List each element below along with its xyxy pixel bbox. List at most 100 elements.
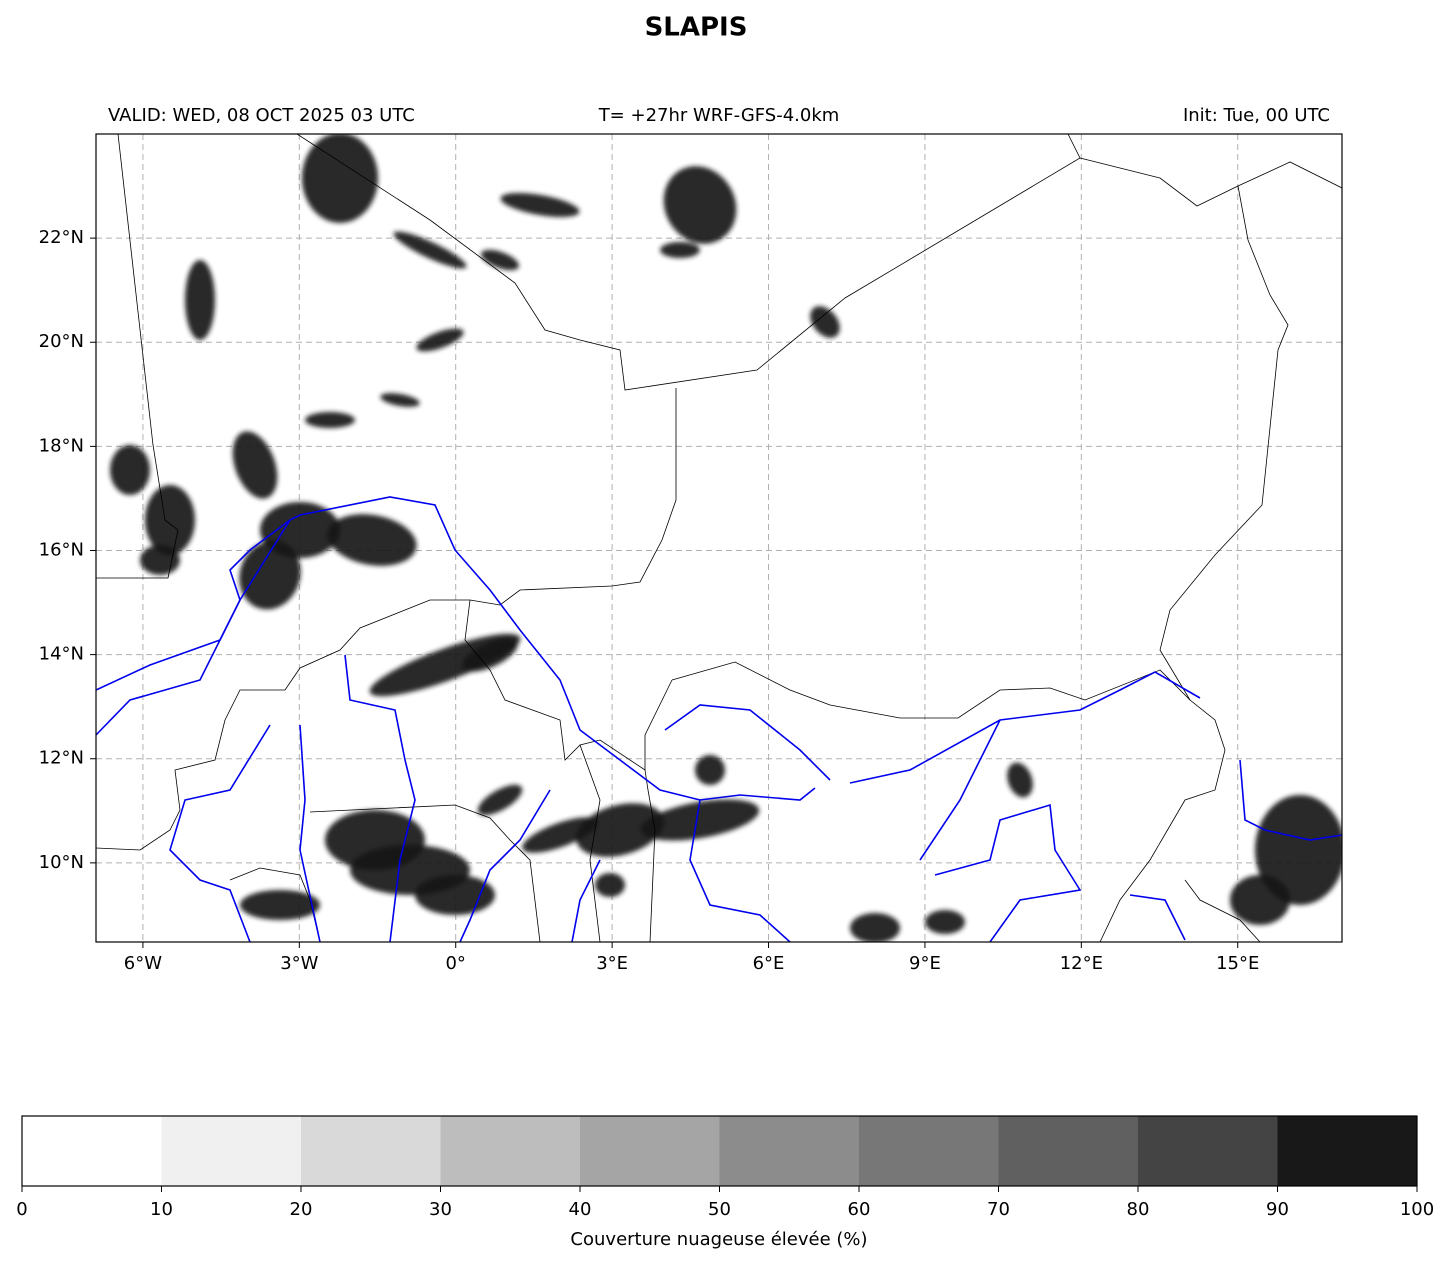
- x-tick-label: 12°E: [1060, 953, 1103, 974]
- cloud: [576, 803, 664, 857]
- river: [689, 799, 791, 942]
- cloud: [239, 540, 301, 610]
- x-tick-label: 3°E: [596, 953, 628, 974]
- x-tick-label: 0°: [445, 953, 465, 974]
- river: [96, 519, 291, 736]
- cloud: [415, 875, 495, 915]
- y-tick-label: 10°N: [39, 852, 84, 873]
- colorbar-swatch: [440, 1116, 580, 1186]
- river: [919, 719, 1001, 861]
- y-tick-label: 20°N: [39, 331, 84, 352]
- cloud: [810, 306, 840, 338]
- colorbar-swatch: [161, 1116, 301, 1186]
- cloud: [462, 638, 518, 672]
- cloud: [302, 134, 378, 223]
- colorbar-swatch: [998, 1116, 1138, 1186]
- colorbar-swatch: [301, 1116, 441, 1186]
- border: [1184, 879, 1261, 942]
- river: [664, 704, 831, 781]
- cloud: [145, 485, 195, 555]
- colorbar-tick-label: 40: [569, 1199, 592, 1220]
- colorbar-tick-label: 70: [987, 1199, 1010, 1220]
- cloud: [305, 412, 355, 428]
- cloud: [240, 890, 320, 920]
- colorbar-swatch: [22, 1116, 162, 1186]
- river: [934, 803, 1082, 942]
- borders: [96, 134, 1342, 942]
- river: [344, 654, 416, 942]
- colorbar-tick-label: 100: [1400, 1199, 1434, 1220]
- subtitle-left: VALID: WED, 08 OCT 2025 03 UTC: [108, 105, 415, 126]
- cloud: [595, 873, 625, 897]
- cloud: [416, 328, 464, 352]
- y-tick-label: 12°N: [39, 748, 84, 769]
- border: [671, 661, 1191, 719]
- border: [1099, 749, 1226, 942]
- border: [579, 744, 601, 942]
- colorbar-swatch: [580, 1116, 720, 1186]
- cloud: [481, 249, 519, 271]
- cloud: [500, 192, 580, 218]
- border: [644, 769, 656, 942]
- colorbar-tick-label: 90: [1266, 1199, 1289, 1220]
- river: [1129, 894, 1186, 941]
- river: [1239, 759, 1342, 841]
- border: [1159, 185, 1289, 751]
- cloud: [369, 633, 521, 697]
- y-tick-label: 18°N: [39, 435, 84, 456]
- colorbar-tick-label: 80: [1127, 1199, 1150, 1220]
- cloud: [522, 817, 598, 853]
- y-tick-label: 22°N: [39, 227, 84, 248]
- cloud: [1255, 795, 1342, 905]
- x-tick-label: 6°W: [124, 953, 162, 974]
- border: [296, 134, 1081, 391]
- cloud: [327, 514, 417, 566]
- cloud: [640, 799, 760, 841]
- cloud: [232, 431, 278, 499]
- cloud: [477, 784, 523, 816]
- border: [1079, 157, 1342, 207]
- cloud: [185, 260, 215, 340]
- y-tick-label: 14°N: [39, 644, 84, 665]
- colorbar-tick-label: 20: [290, 1199, 313, 1220]
- cloud: [1230, 875, 1290, 925]
- subtitle-center: T= +27hr WRF-GFS-4.0km: [598, 105, 840, 126]
- y-tick-label: 16°N: [39, 539, 84, 560]
- river: [571, 859, 601, 942]
- border: [96, 388, 677, 851]
- x-tick-label: 6°E: [753, 953, 785, 974]
- cloud: [660, 242, 700, 258]
- subtitle-right: Init: Tue, 00 UTC: [1183, 105, 1330, 126]
- colorbar-swatch: [859, 1116, 999, 1186]
- colorbar-tick-label: 10: [150, 1199, 173, 1220]
- cloud: [110, 445, 150, 495]
- colorbar-tick-label: 30: [429, 1199, 452, 1220]
- border: [464, 599, 673, 771]
- title: SLAPIS: [645, 13, 748, 43]
- border: [309, 804, 541, 942]
- cloud: [1007, 762, 1033, 798]
- x-tick-label: 9°E: [909, 953, 941, 974]
- cloud-field: [110, 134, 1342, 942]
- colorbar-swatch: [1277, 1116, 1417, 1186]
- colorbar-tick-label: 50: [708, 1199, 731, 1220]
- colorbar-label: Couverture nuageuse élevée (%): [570, 1229, 867, 1250]
- map-frame: [95, 133, 1343, 943]
- river: [299, 724, 321, 942]
- river: [169, 724, 271, 942]
- cloud: [695, 755, 725, 785]
- cloud: [663, 166, 737, 244]
- x-tick-label: 15°E: [1216, 953, 1259, 974]
- x-tick-label: 3°W: [280, 953, 318, 974]
- border: [96, 134, 179, 579]
- cloud: [850, 913, 900, 942]
- river: [459, 789, 551, 942]
- river: [849, 671, 1201, 784]
- cloud: [925, 910, 965, 934]
- cloud: [393, 231, 467, 269]
- cloud: [380, 393, 420, 407]
- colorbar-tick-label: 60: [848, 1199, 871, 1220]
- colorbar-tick-label: 0: [16, 1199, 27, 1220]
- colorbar: [22, 1116, 1417, 1186]
